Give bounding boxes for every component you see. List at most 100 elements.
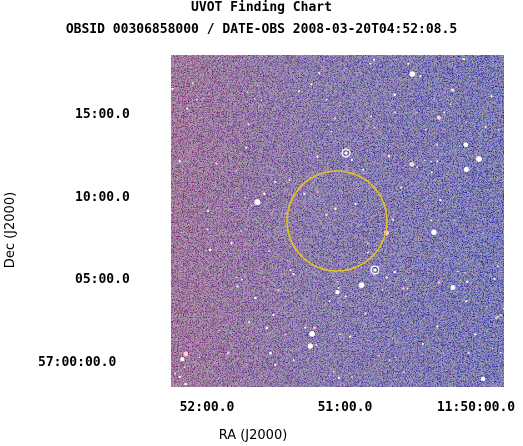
- star-point: [173, 372, 177, 375]
- star-point: [394, 111, 397, 114]
- star-point: [325, 213, 328, 216]
- sky-noise-red: [171, 55, 504, 387]
- star-point: [334, 117, 337, 120]
- star-point: [328, 300, 331, 303]
- star-point: [493, 277, 496, 280]
- star-point: [367, 339, 369, 342]
- star-point: [265, 326, 269, 330]
- star-point: [453, 219, 456, 221]
- star-point: [422, 342, 424, 345]
- star-point: [260, 99, 263, 101]
- star-point: [482, 232, 484, 234]
- star-point: [244, 196, 246, 199]
- star-point: [430, 219, 433, 222]
- star-point: [207, 209, 209, 211]
- star-point: [391, 337, 394, 340]
- star-point: [409, 161, 415, 167]
- star-point: [354, 202, 357, 206]
- star-point: [415, 111, 417, 113]
- star-point: [303, 192, 306, 195]
- star-point: [463, 142, 469, 147]
- star-point: [430, 160, 432, 163]
- star-point: [484, 126, 487, 128]
- star-point: [370, 115, 372, 118]
- star-point: [452, 89, 455, 92]
- star-point: [318, 72, 320, 75]
- star-point: [497, 315, 499, 318]
- star-point: [310, 83, 313, 86]
- star-point: [215, 162, 218, 165]
- star-point: [198, 356, 201, 358]
- star-point: [407, 62, 410, 65]
- star-point: [435, 143, 439, 146]
- star-point: [171, 211, 173, 214]
- star-point: [502, 307, 504, 310]
- star-point: [277, 289, 280, 292]
- star-point: [274, 363, 277, 366]
- star-point: [292, 273, 295, 276]
- star-point: [325, 98, 328, 101]
- star-point: [298, 90, 301, 93]
- star-point: [269, 351, 272, 355]
- star-point: [463, 167, 469, 172]
- star-point: [497, 128, 500, 131]
- star-point: [373, 126, 376, 129]
- star-point: [362, 168, 365, 171]
- star-point: [337, 286, 340, 289]
- star-point: [315, 344, 318, 346]
- star-point: [230, 242, 233, 245]
- star-point: [419, 75, 422, 78]
- star-point: [268, 250, 271, 252]
- star-point: [349, 335, 352, 338]
- star-point: [316, 191, 319, 193]
- star-point: [254, 199, 261, 206]
- star-point: [385, 276, 388, 279]
- star-point: [284, 333, 287, 336]
- star-point: [254, 98, 256, 100]
- star-point: [369, 62, 372, 65]
- star-point: [254, 296, 257, 300]
- star-point: [183, 366, 186, 368]
- star-point: [350, 375, 353, 378]
- star-point: [181, 231, 183, 234]
- star-point: [272, 313, 275, 317]
- star-point: [392, 218, 395, 221]
- star-point: [431, 229, 437, 235]
- star-point: [313, 326, 316, 330]
- star-point: [171, 87, 174, 91]
- star-point: [292, 359, 295, 361]
- star-point: [367, 243, 369, 245]
- star-point: [335, 290, 340, 295]
- star-point: [387, 154, 391, 158]
- star-point: [430, 171, 433, 174]
- error-circle: [286, 170, 388, 272]
- star-point: [405, 279, 407, 282]
- chart-subtitle: OBSID 00306858000 / DATE-OBS 2008-03-20T…: [65, 22, 458, 37]
- star-point: [248, 321, 251, 324]
- star-point: [416, 166, 418, 168]
- star-point: [450, 285, 456, 290]
- star-point: [393, 93, 396, 96]
- star-point: [334, 207, 337, 210]
- star-point: [350, 158, 354, 162]
- star-point: [381, 288, 384, 291]
- star-point: [246, 91, 249, 94]
- star-point: [394, 356, 397, 359]
- star-point: [474, 333, 477, 336]
- star-point: [457, 270, 459, 273]
- overlay-layer: [286, 148, 388, 275]
- star-point: [433, 98, 435, 100]
- star-point: [251, 204, 253, 207]
- y-tick-label: 57:00:00.0: [38, 355, 117, 370]
- star-point: [191, 82, 194, 85]
- star-point: [180, 357, 185, 362]
- star-point: [372, 58, 376, 61]
- star-point: [285, 213, 287, 215]
- sky-image: [171, 55, 504, 387]
- star-point: [436, 160, 439, 163]
- star-point: [358, 282, 365, 288]
- star-point: [499, 314, 503, 317]
- star-point: [439, 199, 442, 202]
- star-point: [378, 355, 380, 357]
- star-point: [304, 326, 307, 329]
